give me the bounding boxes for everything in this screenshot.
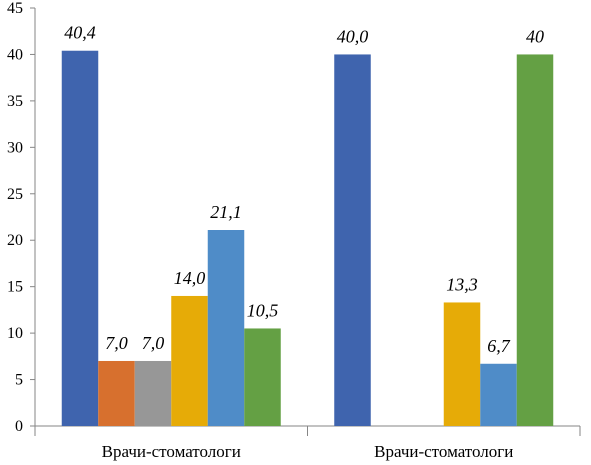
data-label: 10,5	[247, 300, 279, 320]
bar	[61, 50, 99, 427]
data-label: 7,0	[142, 333, 165, 353]
data-label: 40,0	[337, 26, 369, 46]
data-labels: 40,4 7,0 7,0 14,0 21,1 10,5 40,0 13,3 6,7 40	[64, 23, 544, 356]
data-label: 6,7	[487, 336, 511, 356]
data-label: 7,0	[105, 333, 128, 353]
bar	[516, 54, 554, 426]
bar	[98, 360, 135, 426]
category-label: Врачи-стоматологи	[374, 442, 513, 461]
axes: 0 5 10 15 20 25 30 35 40 45 Врачи-стоматологи Врачи…	[7, 0, 581, 461]
bars	[61, 50, 554, 427]
bar	[207, 230, 245, 426]
bar	[480, 363, 517, 426]
y-tick-label: 15	[7, 279, 23, 296]
y-tick-label: 45	[7, 0, 23, 17]
bar	[244, 328, 281, 426]
y-tick-label: 40	[7, 46, 23, 63]
bar	[134, 360, 172, 426]
y-tick-label: 0	[15, 418, 23, 435]
category-label: Врачи-стоматологи	[102, 442, 241, 461]
y-tick-label: 10	[7, 325, 23, 342]
y-tick-label: 5	[15, 372, 23, 389]
y-tick-label: 30	[7, 139, 23, 156]
bar	[171, 295, 208, 426]
y-tick-label: 25	[7, 186, 23, 203]
data-label: 40	[526, 26, 544, 46]
bar	[334, 54, 371, 426]
data-label: 40,4	[64, 23, 96, 43]
data-label: 21,1	[210, 202, 242, 222]
y-tick-label: 20	[7, 232, 23, 249]
data-label: 13,3	[446, 274, 478, 294]
data-label: 14,0	[174, 268, 206, 288]
y-tick-label: 35	[7, 93, 23, 110]
bar	[443, 302, 481, 426]
